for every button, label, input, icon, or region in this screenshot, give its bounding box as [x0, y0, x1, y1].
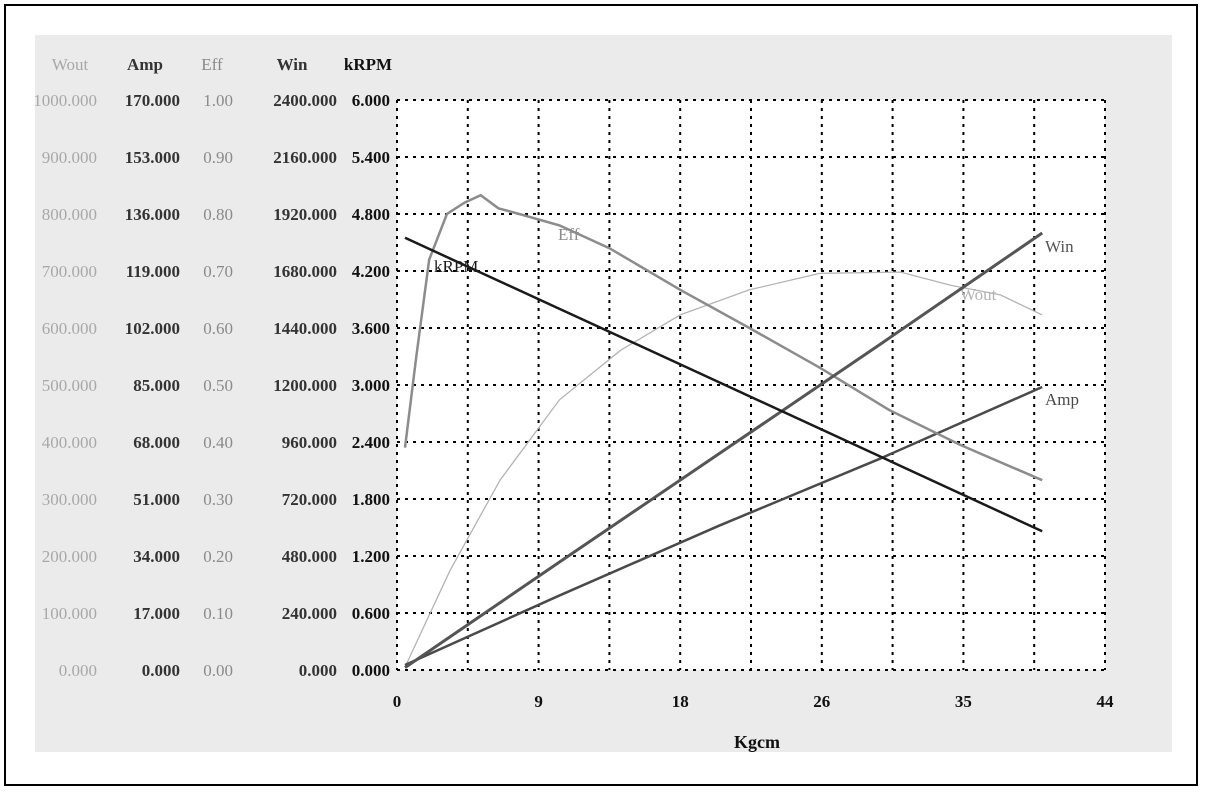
- y-tick-label-amp: 0.000: [142, 661, 180, 680]
- y-tick-label-win: 960.000: [282, 433, 337, 452]
- y-tick-label-eff: 0.60: [203, 319, 233, 338]
- y-tick-label-amp: 170.000: [125, 91, 180, 110]
- y-tick-label-amp: 102.000: [125, 319, 180, 338]
- y-tick-label-eff: 0.20: [203, 547, 233, 566]
- y-tick-label-krpm: 1.800: [352, 490, 390, 509]
- series-label-wout: Wout: [960, 285, 997, 304]
- y-axis-title-eff: Eff: [201, 55, 223, 74]
- y-tick-label-win: 1680.000: [273, 262, 337, 281]
- y-tick-label-amp: 34.000: [133, 547, 180, 566]
- y-tick-label-eff: 0.30: [203, 490, 233, 509]
- y-tick-label-amp: 153.000: [125, 148, 180, 167]
- y-tick-label-wout: 800.000: [42, 205, 97, 224]
- y-tick-label-win: 2160.000: [273, 148, 337, 167]
- y-tick-label-krpm: 5.400: [352, 148, 390, 167]
- y-tick-label-wout: 600.000: [42, 319, 97, 338]
- y-axis-title-krpm: kRPM: [344, 55, 392, 74]
- x-tick-label: 26: [813, 692, 830, 711]
- y-tick-label-win: 720.000: [282, 490, 337, 509]
- x-tick-label: 9: [534, 692, 543, 711]
- y-tick-label-krpm: 4.800: [352, 205, 390, 224]
- y-tick-label-eff: 1.00: [203, 91, 233, 110]
- y-tick-label-wout: 900.000: [42, 148, 97, 167]
- y-tick-label-amp: 119.000: [126, 262, 180, 281]
- x-tick-label: 44: [1097, 692, 1115, 711]
- y-tick-label-amp: 68.000: [133, 433, 180, 452]
- y-tick-label-amp: 17.000: [133, 604, 180, 623]
- x-tick-label: 18: [672, 692, 689, 711]
- x-tick-label: 35: [955, 692, 972, 711]
- y-tick-label-win: 1200.000: [273, 376, 337, 395]
- y-tick-label-wout: 700.000: [42, 262, 97, 281]
- y-tick-label-win: 240.000: [282, 604, 337, 623]
- y-tick-label-wout: 500.000: [42, 376, 97, 395]
- y-tick-label-krpm: 4.200: [352, 262, 390, 281]
- y-tick-label-wout: 200.000: [42, 547, 97, 566]
- series-line-krpm: [404, 236, 1043, 533]
- y-tick-label-win: 1920.000: [273, 205, 337, 224]
- y-tick-label-wout: 0.000: [59, 661, 97, 680]
- y-tick-label-krpm: 3.000: [352, 376, 390, 395]
- y-tick-label-wout: 100.000: [42, 604, 97, 623]
- y-tick-label-eff: 0.70: [203, 262, 233, 281]
- series-line-wout: [404, 271, 1043, 668]
- y-tick-label-eff: 0.40: [203, 433, 233, 452]
- series-label-win: Win: [1045, 237, 1074, 256]
- y-tick-label-eff: 0.50: [203, 376, 233, 395]
- y-tick-label-amp: 136.000: [125, 205, 180, 224]
- y-tick-label-krpm: 1.200: [352, 547, 390, 566]
- y-axis-title-amp: Amp: [127, 55, 163, 74]
- y-tick-label-krpm: 6.000: [352, 91, 390, 110]
- y-tick-label-krpm: 2.400: [352, 433, 390, 452]
- y-tick-label-wout: 300.000: [42, 490, 97, 509]
- y-tick-label-amp: 51.000: [133, 490, 180, 509]
- series-line-amp: [404, 385, 1043, 667]
- series-label-eff: Eff: [558, 225, 580, 244]
- y-axis-title-win: Win: [277, 55, 308, 74]
- y-tick-label-krpm: 0.000: [352, 661, 390, 680]
- y-tick-label-amp: 85.000: [133, 376, 180, 395]
- x-tick-label: 0: [393, 692, 402, 711]
- series-line-eff: [403, 193, 1043, 482]
- series-line-win: [404, 231, 1044, 669]
- y-tick-label-wout: 1000.000: [33, 91, 97, 110]
- series-label-amp: Amp: [1045, 390, 1079, 409]
- y-tick-label-krpm: 3.600: [352, 319, 390, 338]
- y-tick-label-eff: 0.00: [203, 661, 233, 680]
- y-tick-label-wout: 400.000: [42, 433, 97, 452]
- series-label-krpm: kRPM: [434, 257, 478, 276]
- y-tick-label-krpm: 0.600: [352, 604, 390, 623]
- y-tick-label-eff: 0.90: [203, 148, 233, 167]
- y-axis-title-wout: Wout: [52, 55, 89, 74]
- y-tick-label-eff: 0.10: [203, 604, 233, 623]
- y-tick-label-win: 2400.000: [273, 91, 337, 110]
- y-tick-label-win: 0.000: [299, 661, 337, 680]
- y-tick-label-eff: 0.80: [203, 205, 233, 224]
- x-axis-label: Kgcm: [734, 732, 780, 752]
- y-tick-label-win: 480.000: [282, 547, 337, 566]
- y-tick-label-win: 1440.000: [273, 319, 337, 338]
